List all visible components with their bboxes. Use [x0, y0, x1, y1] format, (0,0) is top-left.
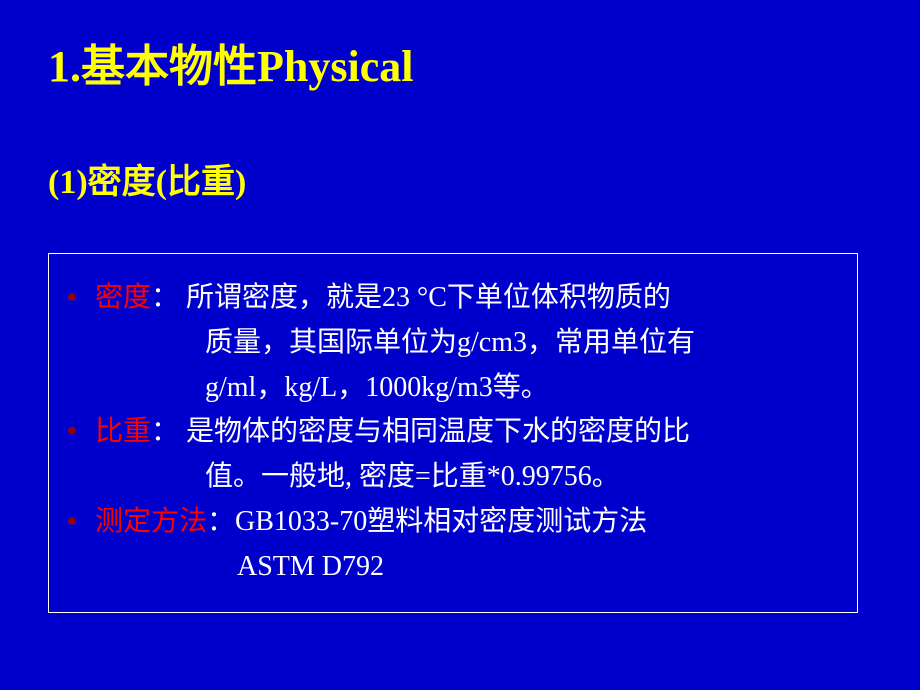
method-label: 测定方法	[95, 506, 207, 537]
sg-line-1: •比重： 是物体的密度与相同温度下水的密度的比	[67, 410, 839, 455]
slide: 1.基本物性Physical (1)密度(比重) •密度： 所谓密度，就是23 …	[0, 0, 920, 643]
slide-title: 1.基本物性Physical	[48, 30, 872, 94]
content-box: •密度： 所谓密度，就是23 °C下单位体积物质的 质量，其国际单位为g/cm3…	[48, 253, 858, 613]
bullet-icon: •	[67, 500, 95, 545]
bullet-icon: •	[67, 276, 95, 321]
sg-line-2: 值。一般地, 密度=比重*0.99756。	[67, 455, 839, 500]
density-line-3: g/ml，kg/L，1000kg/m3等。	[67, 366, 839, 411]
sg-label: 比重	[95, 416, 151, 447]
density-text-1: ： 所谓密度，就是23 °C下单位体积物质的	[151, 282, 671, 313]
density-label: 密度	[95, 282, 151, 313]
density-line-2: 质量，其国际单位为g/cm3，常用单位有	[67, 321, 839, 366]
method-line-1: •测定方法：GB1033-70塑料相对密度测试方法	[67, 500, 839, 545]
sg-text-1: ： 是物体的密度与相同温度下水的密度的比	[151, 416, 690, 447]
slide-subtitle: (1)密度(比重)	[48, 154, 872, 203]
method-text-1: ：GB1033-70塑料相对密度测试方法	[207, 506, 647, 537]
density-line-1: •密度： 所谓密度，就是23 °C下单位体积物质的	[67, 276, 839, 321]
method-line-2: ASTM D792	[67, 545, 839, 590]
bullet-icon: •	[67, 410, 95, 455]
